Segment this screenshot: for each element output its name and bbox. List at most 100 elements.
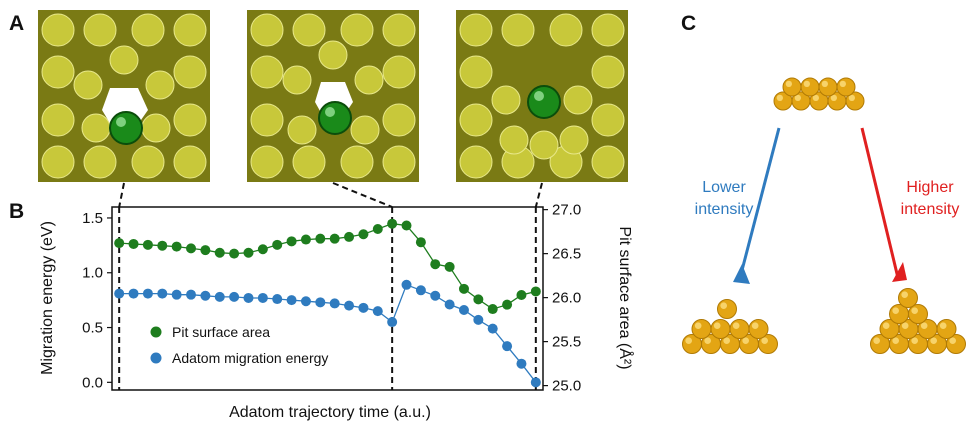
pit-area-point — [358, 229, 369, 240]
snapshot-3-image — [456, 10, 628, 182]
right-tick-label: 26.5 — [552, 246, 581, 263]
atom — [898, 288, 918, 308]
migration-energy-point — [372, 306, 383, 317]
migration-energy-point — [315, 297, 326, 308]
pit-area-point — [286, 236, 297, 247]
atom-highlight — [839, 80, 846, 87]
migration-energy-point — [444, 299, 455, 310]
series-points — [114, 218, 541, 388]
atom-highlight — [930, 337, 937, 344]
migration-energy-point — [300, 296, 311, 307]
pit-area-point — [458, 283, 469, 294]
pit-area-point — [142, 239, 153, 250]
pit-area-point — [387, 218, 398, 229]
migration-energy-point — [387, 317, 398, 328]
atom — [691, 319, 712, 339]
migration-energy-point — [200, 290, 211, 301]
atom-highlight — [785, 80, 792, 87]
higher-label-line2: intensity — [901, 201, 960, 218]
series-line-pit-area — [119, 223, 536, 310]
pit-area-point — [487, 304, 498, 315]
pit-area-point — [243, 247, 254, 258]
migration-energy-point — [171, 289, 182, 300]
pit-area-point — [229, 248, 240, 259]
atomic-structure-picture — [247, 10, 419, 182]
atom-highlight — [873, 337, 880, 344]
pit-area-point — [157, 240, 168, 251]
panel-c-diagram: Lower intensity Higher intensity — [682, 77, 966, 354]
atom — [800, 77, 820, 97]
atomic-structure-picture — [38, 10, 210, 182]
left-tick-label: 1.0 — [82, 265, 103, 282]
migration-energy-point — [401, 279, 412, 290]
atom-highlight — [882, 322, 890, 329]
panel-label-a: A — [9, 12, 25, 35]
pit-area-point — [473, 294, 484, 305]
surface-cluster-lower-intensity — [682, 299, 778, 354]
snapshot-connectors — [118, 182, 543, 208]
pit-area-point — [329, 233, 340, 244]
higher-intensity-arrow — [860, 127, 900, 279]
plot-frame — [111, 206, 544, 391]
atom-highlight — [892, 337, 899, 344]
atom-highlight — [761, 337, 768, 344]
migration-energy-point — [487, 323, 498, 334]
atom-highlight — [776, 94, 783, 101]
panel-label-c: C — [681, 12, 697, 35]
atom-highlight — [803, 80, 810, 87]
right-tick-label: 26.0 — [552, 290, 581, 307]
pit-area-point — [344, 231, 355, 242]
pit-area-point — [272, 239, 283, 250]
migration-energy-point — [229, 291, 240, 302]
migration-energy-point — [344, 300, 355, 311]
right-y-axis-label: Pit surface area (Å²) — [616, 226, 635, 369]
left-tick-label: 0.0 — [82, 374, 103, 391]
pit-area-point — [186, 243, 197, 254]
legend-marker-migration — [150, 352, 162, 364]
migration-energy-point — [458, 305, 469, 316]
right-tick-label: 25.5 — [552, 334, 581, 351]
left-tick-label: 0.5 — [82, 320, 103, 337]
atom — [782, 77, 802, 97]
atom — [717, 299, 737, 319]
atom-highlight — [911, 337, 918, 344]
atomic-structure-picture — [456, 10, 628, 182]
atom-highlight — [720, 302, 727, 309]
snapshot-connector-line — [332, 182, 393, 208]
pit-area-point — [372, 223, 383, 234]
migration-energy-point — [257, 292, 268, 303]
legend: Pit surface area Adatom migration energy — [150, 324, 328, 366]
x-axis-label: Adatom trajectory time (a.u.) — [229, 404, 431, 421]
atom-highlight — [920, 322, 928, 329]
atom-highlight — [830, 94, 837, 101]
atom-highlight — [821, 80, 828, 87]
pit-area-point — [114, 238, 125, 249]
migration-energy-point — [272, 294, 283, 305]
migration-energy-point — [358, 302, 369, 313]
snapshot-connector-line — [118, 182, 125, 208]
lower-label-line1: Lower — [702, 179, 746, 196]
atom-highlight — [742, 337, 749, 344]
atom-highlight — [794, 94, 801, 101]
pit-area-point — [128, 238, 139, 249]
migration-energy-point — [530, 377, 541, 388]
higher-intensity-arrowhead — [892, 262, 907, 282]
migration-energy-point — [214, 291, 225, 302]
pit-area-point — [200, 245, 211, 256]
atom-highlight — [685, 337, 692, 344]
surface-cluster-top — [773, 77, 865, 111]
atom — [710, 319, 731, 339]
atom — [836, 77, 856, 97]
migration-energy-point — [128, 288, 139, 299]
snapshot-connector-line — [534, 182, 543, 208]
atom-highlight — [848, 94, 855, 101]
atom — [818, 77, 838, 97]
migration-energy-point — [286, 295, 297, 306]
migration-energy-point — [243, 292, 254, 303]
legend-marker-pit — [150, 326, 162, 338]
atom-highlight — [751, 322, 759, 329]
left-tick-label: 1.5 — [82, 210, 103, 227]
atom-highlight — [901, 291, 908, 298]
lower-label-line2: intensity — [695, 201, 754, 218]
